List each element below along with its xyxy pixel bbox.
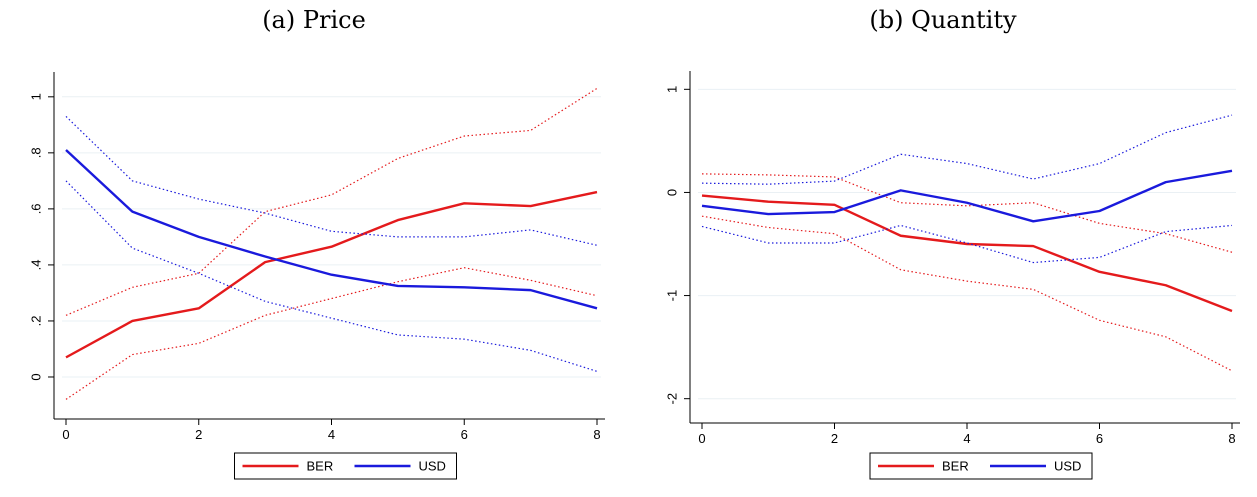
y-tick-label: 1 — [665, 86, 680, 93]
x-tick-label: 4 — [328, 427, 335, 442]
quantity-panel: (b) Quantity -2 -1 0 1 0 2 4 6 8 BER USD — [629, 0, 1257, 497]
x-tick-label: 2 — [831, 431, 838, 446]
confidence-band-line — [701, 173, 1233, 253]
ber-series-line — [701, 194, 1233, 313]
confidence-band-line — [701, 215, 1233, 372]
chart-title: (b) Quantity — [869, 6, 1017, 34]
confidence-band-line — [701, 114, 1233, 185]
legend: BER USD — [234, 452, 457, 480]
price-chart: 0 .2 .4 .6 .8 1 0 2 4 6 8 BER USD — [29, 72, 605, 480]
confidence-band-line — [65, 267, 598, 400]
confidence-band-line — [65, 115, 598, 246]
y-tick-label: .2 — [29, 316, 44, 327]
confidence-band-line — [65, 87, 598, 316]
x-tick-label: 6 — [461, 427, 468, 442]
y-tick-label: .6 — [29, 203, 44, 214]
legend-label: USD — [419, 459, 446, 474]
y-tick-label: -2 — [665, 393, 680, 405]
quantity-chart: -2 -1 0 1 0 2 4 6 8 BER USD — [665, 71, 1240, 480]
x-tick-label: 8 — [1228, 431, 1235, 446]
x-tick-label: 0 — [698, 431, 705, 446]
chart-title: (a) Price — [262, 6, 366, 34]
y-tick-label: .8 — [29, 147, 44, 158]
legend-label: BER — [942, 459, 969, 474]
x-tick-label: 0 — [62, 427, 69, 442]
y-tick-label: 0 — [665, 189, 680, 196]
usd-series-line — [65, 149, 598, 310]
x-tick-label: 6 — [1096, 431, 1103, 446]
legend-label: BER — [307, 459, 334, 474]
y-tick-label: -1 — [665, 290, 680, 302]
y-tick-label: .4 — [29, 259, 44, 270]
y-tick-label: 1 — [29, 93, 44, 100]
x-tick-label: 8 — [593, 427, 600, 442]
x-tick-label: 4 — [963, 431, 970, 446]
usd-series-line — [701, 169, 1233, 223]
price-panel: (a) Price 0 .2 .4 .6 .8 1 0 2 4 6 8 BER USD — [0, 0, 628, 497]
confidence-band-line — [65, 180, 598, 372]
legend-label: USD — [1054, 459, 1081, 474]
ber-series-line — [65, 190, 598, 359]
legend: BER USD — [869, 452, 1093, 480]
y-tick-label: 0 — [29, 373, 44, 380]
x-tick-label: 2 — [195, 427, 202, 442]
